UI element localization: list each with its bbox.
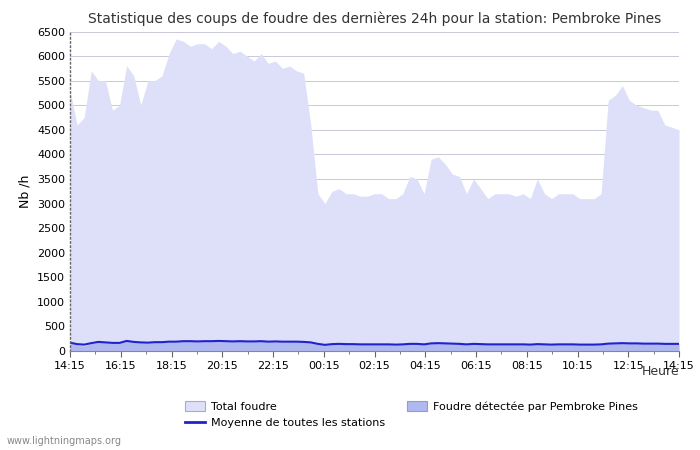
Y-axis label: Nb /h: Nb /h	[18, 175, 32, 208]
Legend: Total foudre, Moyenne de toutes les stations, Foudre détectée par Pembroke Pines: Total foudre, Moyenne de toutes les stat…	[186, 401, 638, 428]
Text: Heure: Heure	[641, 365, 679, 378]
Text: www.lightningmaps.org: www.lightningmaps.org	[7, 436, 122, 446]
Title: Statistique des coups de foudre des dernières 24h pour la station: Pembroke Pine: Statistique des coups de foudre des dern…	[88, 12, 661, 26]
